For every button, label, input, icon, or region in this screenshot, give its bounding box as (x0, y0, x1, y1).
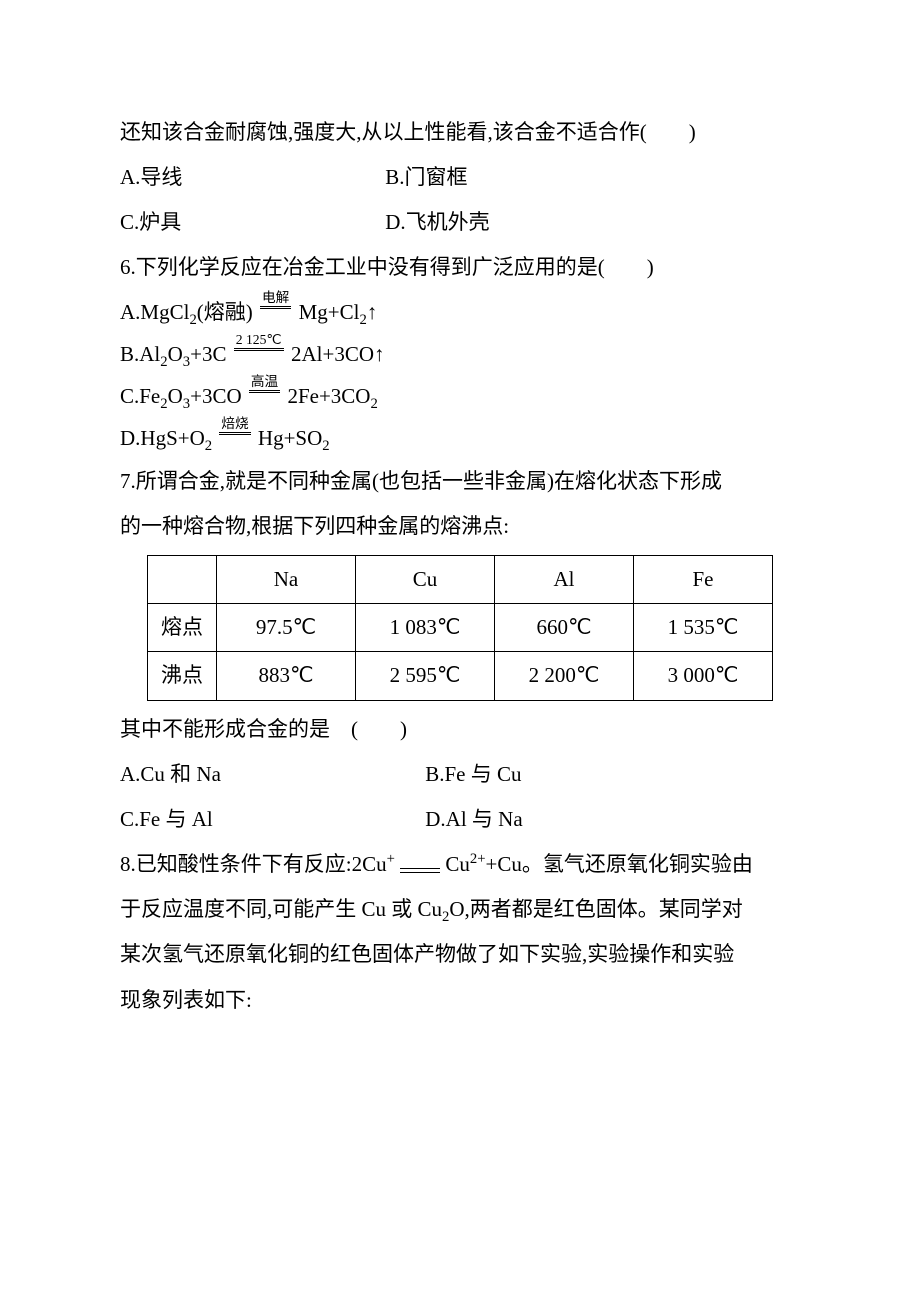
q8-sup-2plus: 2+ (470, 851, 486, 867)
q6a-sub2: 2 (359, 312, 366, 328)
q8-l1c: +Cu。氢气还原氧化铜实验由 (486, 852, 753, 876)
table-cell: 熔点 (148, 604, 217, 652)
q6b-mid1: O (168, 342, 183, 366)
q6c-sub1: 2 (160, 396, 167, 412)
q6-opt-b: B.Al2O3+3C 2 125℃ 2Al+3CO↑ (120, 333, 800, 375)
q8-eq-sign (400, 867, 440, 873)
table-cell: 97.5℃ (217, 604, 356, 652)
q6a-tail: ↑ (367, 300, 378, 324)
q6c-prefix: C.Fe (120, 384, 160, 408)
table-cell: 沸点 (148, 652, 217, 700)
table-row: 沸点 883℃ 2 595℃ 2 200℃ 3 000℃ (148, 652, 773, 700)
page: 还知该合金耐腐蚀,强度大,从以上性能看,该合金不适合作( ) A.导线 B.门窗… (0, 0, 920, 1103)
q8-line3: 某次氢气还原氧化铜的红色固体产物做了如下实验,实验操作和实验 (120, 932, 800, 977)
q6a-arrow: 电解 (258, 291, 293, 323)
q6d-sub1: 2 (205, 438, 212, 454)
q6b-bar (234, 350, 284, 366)
table-cell: 1 083℃ (356, 604, 495, 652)
q6c-arrow: 高温 (247, 375, 282, 407)
q5-opt-d: D.飞机外壳 (385, 200, 489, 245)
q7-opt-a: A.Cu 和 Na (120, 752, 420, 797)
q6d-cond: 焙烧 (219, 417, 250, 433)
q8-l1b: Cu (445, 852, 470, 876)
q6a-sub1: 2 (189, 312, 196, 328)
q6c-after: 2Fe+3CO (287, 384, 370, 408)
table-row: 熔点 97.5℃ 1 083℃ 660℃ 1 535℃ (148, 604, 773, 652)
q7-opts-row1: A.Cu 和 Na B.Fe 与 Cu (120, 752, 800, 797)
q6a-cond: 电解 (260, 291, 291, 307)
q7-stem-line3: 其中不能形成合金的是 ( ) (120, 707, 800, 752)
q5-stem: 还知该合金耐腐蚀,强度大,从以上性能看,该合金不适合作( ) (120, 110, 800, 155)
table-cell (148, 555, 217, 603)
q6d-bar (219, 434, 250, 450)
q6b-mid2: +3C (190, 342, 226, 366)
table-cell: 660℃ (495, 604, 634, 652)
q7-table: Na Cu Al Fe 熔点 97.5℃ 1 083℃ 660℃ 1 535℃ … (147, 555, 773, 701)
q6b-cond: 2 125℃ (234, 333, 284, 349)
q6c-mid2: +3CO (190, 384, 242, 408)
table-cell: 3 000℃ (634, 652, 773, 700)
table-cell: 1 535℃ (634, 604, 773, 652)
q6c-sub3: 2 (370, 396, 377, 412)
table-cell: Al (495, 555, 634, 603)
q6a-prefix: A.MgCl (120, 300, 189, 324)
q8-line4: 现象列表如下: (120, 978, 800, 1023)
q5-opts-row2: C.炉具 D.飞机外壳 (120, 200, 800, 245)
q5-opts-row1: A.导线 B.门窗框 (120, 155, 800, 200)
q8-l1a: 8.已知酸性条件下有反应:2Cu (120, 852, 387, 876)
q6c-bar (249, 392, 280, 408)
q7-stem-line2: 的一种熔合物,根据下列四种金属的熔沸点: (120, 504, 800, 549)
q6d-arrow: 焙烧 (217, 417, 252, 449)
q8-line1: 8.已知酸性条件下有反应:2Cu+ Cu2++Cu。氢气还原氧化铜实验由 (120, 842, 800, 887)
q5-opt-c: C.炉具 (120, 200, 380, 245)
q6c-mid1: O (168, 384, 183, 408)
table-cell: Cu (356, 555, 495, 603)
q6a-mid1: (熔融) (197, 300, 253, 324)
table-cell: Na (217, 555, 356, 603)
q6b-sub1: 2 (160, 354, 167, 370)
q7-opts-row2: C.Fe 与 Al D.Al 与 Na (120, 797, 800, 842)
q7-opt-d: D.Al 与 Na (425, 797, 522, 842)
q8-line2: 于反应温度不同,可能产生 Cu 或 Cu2O,两者都是红色固体。某同学对 (120, 887, 800, 932)
q6c-cond: 高温 (249, 375, 280, 391)
q6-opt-c: C.Fe2O3+3CO 高温 2Fe+3CO2 (120, 375, 800, 417)
q6a-bar (260, 308, 291, 324)
table-cell: 2 200℃ (495, 652, 634, 700)
q7-opt-b: B.Fe 与 Cu (425, 752, 521, 797)
q6b-prefix: B.Al (120, 342, 160, 366)
q6-opt-a: A.MgCl2(熔融) 电解 Mg+Cl2↑ (120, 291, 800, 333)
q5-opt-b: B.门窗框 (385, 155, 467, 200)
q6-opt-d: D.HgS+O2 焙烧 Hg+SO2 (120, 417, 800, 459)
q6d-after: Hg+SO (258, 426, 322, 450)
q6d-prefix: D.HgS+O (120, 426, 205, 450)
q6b-after: 2Al+3CO↑ (291, 342, 385, 366)
q6b-arrow: 2 125℃ (232, 333, 286, 365)
q8-l2a: 于反应温度不同,可能产生 Cu 或 Cu (120, 897, 442, 921)
q6a-after: Mg+Cl (299, 300, 360, 324)
table-cell: 883℃ (217, 652, 356, 700)
q7-stem-line1: 7.所谓合金,就是不同种金属(也包括一些非金属)在熔化状态下形成 (120, 459, 800, 504)
q7-opt-c: C.Fe 与 Al (120, 797, 420, 842)
q8-l2b: O,两者都是红色固体。某同学对 (449, 897, 742, 921)
table-cell: 2 595℃ (356, 652, 495, 700)
q6d-sub2: 2 (322, 438, 329, 454)
table-row: Na Cu Al Fe (148, 555, 773, 603)
table-cell: Fe (634, 555, 773, 603)
q6-stem: 6.下列化学反应在冶金工业中没有得到广泛应用的是( ) (120, 245, 800, 290)
q8-sup-plus: + (387, 851, 395, 867)
q5-opt-a: A.导线 (120, 155, 380, 200)
